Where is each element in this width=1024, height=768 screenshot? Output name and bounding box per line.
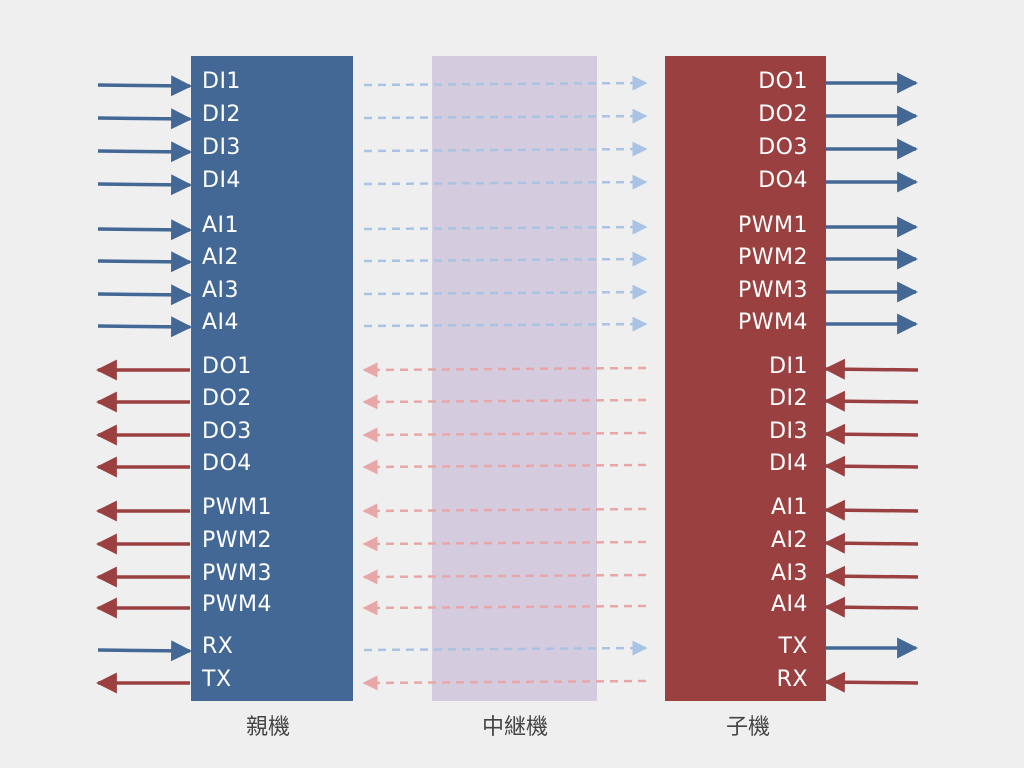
child-input-arrow	[823, 596, 919, 618]
child-signal-label: DI1	[769, 354, 808, 379]
child-signal-label: DI2	[769, 386, 808, 411]
child-input-arrow	[823, 390, 919, 412]
child-signal-label: DO1	[758, 69, 808, 94]
parent-input-arrow	[97, 219, 193, 241]
child-signal-label: AI2	[770, 528, 808, 553]
child-signal-label: DO4	[758, 168, 808, 193]
child-input-arrow	[823, 532, 919, 554]
child-signal-label: DO3	[758, 135, 808, 160]
child-device-block	[665, 56, 826, 701]
parent-input-arrow	[97, 108, 193, 130]
parent-signal-label: DI4	[202, 168, 241, 193]
child-signal-label: PWM2	[738, 245, 808, 270]
child-signal-label: RX	[776, 667, 808, 692]
parent-input-arrow	[97, 174, 193, 196]
child-signal-label: AI4	[770, 592, 808, 617]
parent-signal-label: TX	[202, 667, 232, 692]
parent-signal-label: DI3	[202, 135, 241, 160]
parent-device-caption: 親機	[245, 715, 290, 740]
parent-input-arrow	[97, 75, 193, 97]
parent-input-arrow	[97, 316, 193, 338]
child-signal-label: DO2	[758, 102, 808, 127]
parent-signal-label: DI2	[202, 102, 241, 127]
child-signal-label: PWM4	[738, 310, 808, 335]
parent-input-arrow	[97, 141, 193, 163]
parent-input-arrow	[97, 284, 193, 306]
parent-signal-label: DO4	[202, 451, 252, 476]
parent-signal-label: PWM2	[202, 528, 272, 553]
child-signal-label: DI3	[769, 419, 808, 444]
child-input-arrow	[823, 671, 919, 693]
parent-input-arrow	[97, 640, 193, 662]
relay-device-caption: 中継機	[481, 715, 548, 740]
parent-signal-label: RX	[202, 634, 234, 659]
parent-signal-label: DI1	[202, 69, 241, 94]
parent-signal-label: PWM4	[202, 592, 272, 617]
child-input-arrow	[823, 423, 919, 445]
parent-signal-label: DO3	[202, 419, 252, 444]
parent-signal-label: AI3	[202, 278, 240, 303]
child-signal-label: TX	[778, 634, 808, 659]
parent-signal-label: DO2	[202, 386, 252, 411]
child-device-caption: 子機	[725, 715, 770, 740]
parent-signal-label: AI1	[202, 213, 240, 238]
child-signal-label: DI4	[769, 451, 808, 476]
child-signal-label: PWM3	[738, 278, 808, 303]
child-signal-label: PWM1	[738, 213, 808, 238]
parent-signal-label: AI2	[202, 245, 240, 270]
parent-signal-label: AI4	[202, 310, 240, 335]
child-input-arrow	[823, 358, 919, 380]
child-input-arrow	[823, 455, 919, 477]
parent-signal-label: PWM1	[202, 495, 272, 520]
parent-signal-label: PWM3	[202, 561, 272, 586]
child-input-arrow	[823, 565, 919, 587]
parent-input-arrow	[97, 251, 193, 273]
parent-signal-label: DO1	[202, 354, 252, 379]
child-signal-label: AI1	[770, 495, 808, 520]
relay-device-block	[432, 56, 597, 701]
child-input-arrow	[823, 499, 919, 521]
child-signal-label: AI3	[770, 561, 808, 586]
parent-device-block	[191, 56, 353, 701]
